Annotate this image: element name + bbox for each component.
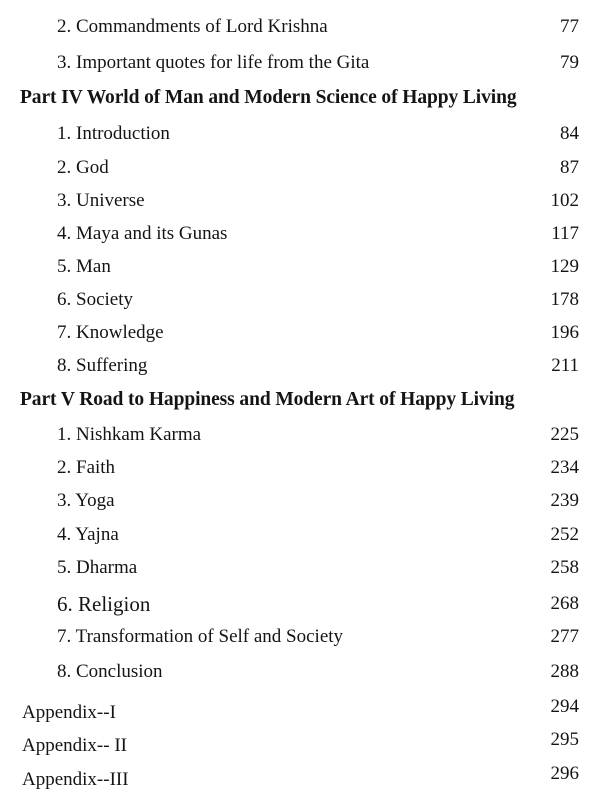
entry-title: 1. Introduction bbox=[57, 123, 170, 144]
toc-entry: 3. Yoga 239 bbox=[0, 486, 600, 516]
page-number: 268 bbox=[550, 593, 580, 614]
entry-title: 5. Dharma bbox=[57, 557, 138, 578]
page-number: 84 bbox=[560, 123, 579, 144]
entry-title: 8. Suffering bbox=[57, 355, 148, 376]
entry-title: 3. Universe bbox=[57, 190, 145, 211]
toc-entry: 4. Yajna 252 bbox=[0, 520, 600, 550]
entry-title: 3. Yoga bbox=[57, 490, 115, 511]
toc-entry: 3. Important quotes for life from the Gi… bbox=[0, 48, 600, 78]
toc-entry: 6. Society 178 bbox=[0, 285, 600, 315]
toc-entry: 7. Transformation of Self and Society 277 bbox=[0, 622, 600, 652]
page-number: 234 bbox=[550, 457, 580, 478]
page-number: 211 bbox=[551, 355, 579, 376]
toc-entry: 8. Suffering 211 bbox=[0, 351, 600, 381]
entry-title: 6. Religion bbox=[57, 592, 151, 616]
page-number: 288 bbox=[550, 661, 580, 682]
entry-title: Part V Road to Happiness and Modern Art … bbox=[20, 389, 515, 410]
entry-title: 2. Commandments of Lord Krishna bbox=[57, 16, 328, 37]
entry-title: 5. Man bbox=[57, 256, 111, 277]
entry-title: Appendix-- II bbox=[22, 735, 127, 756]
toc-entry: 2. Faith 234 bbox=[0, 453, 600, 483]
entry-title: Appendix--I bbox=[22, 702, 116, 723]
toc-entry: 2. Commandments of Lord Krishna 77 bbox=[0, 12, 600, 42]
entry-title: Part IV World of Man and Modern Science … bbox=[20, 87, 517, 108]
entry-title: 3. Important quotes for life from the Gi… bbox=[57, 52, 370, 73]
page-number: 252 bbox=[550, 524, 580, 545]
toc-appendix-entry: Appendix--I 294 bbox=[0, 696, 600, 728]
toc-entry: 5. Dharma 258 bbox=[0, 553, 600, 583]
toc-entry: 3. Universe 102 bbox=[0, 186, 600, 216]
toc-entry: 5. Man 129 bbox=[0, 252, 600, 282]
entry-title: 4. Yajna bbox=[57, 524, 119, 545]
toc-part-heading: Part V Road to Happiness and Modern Art … bbox=[0, 385, 600, 415]
page-number: 77 bbox=[560, 16, 579, 37]
toc-appendix-entry: Appendix--III 296 bbox=[0, 763, 600, 795]
entry-title: 7. Knowledge bbox=[57, 322, 164, 343]
page-number: 196 bbox=[550, 322, 580, 343]
page-number: 295 bbox=[550, 729, 580, 750]
page-number: 79 bbox=[560, 52, 579, 73]
entry-title: Appendix--III bbox=[22, 769, 129, 790]
entry-title: 1. Nishkam Karma bbox=[57, 424, 202, 445]
page-number: 102 bbox=[550, 190, 580, 211]
toc-entry: 7. Knowledge 196 bbox=[0, 318, 600, 348]
page-number: 239 bbox=[550, 490, 580, 511]
entry-title: 2. God bbox=[57, 157, 109, 178]
page-number: 277 bbox=[550, 626, 580, 647]
toc-entry: 4. Maya and its Gunas 117 bbox=[0, 219, 600, 249]
toc-entry: 1. Introduction 84 bbox=[0, 119, 600, 149]
entry-title: 4. Maya and its Gunas bbox=[57, 223, 228, 244]
page-number: 87 bbox=[560, 157, 579, 178]
entry-title: 7. Transformation of Self and Society bbox=[57, 626, 344, 647]
toc-part-heading: Part IV World of Man and Modern Science … bbox=[0, 83, 600, 113]
toc-entry: 1. Nishkam Karma 225 bbox=[0, 420, 600, 450]
page-number: 117 bbox=[551, 223, 579, 244]
toc-entry: 6. Religion 268 bbox=[0, 589, 600, 619]
page-number: 178 bbox=[550, 289, 580, 310]
toc-entry: 8. Conclusion 288 bbox=[0, 657, 600, 687]
page-number: 225 bbox=[550, 424, 580, 445]
toc-entry: 2. God 87 bbox=[0, 153, 600, 183]
page-number: 129 bbox=[550, 256, 580, 277]
entry-title: 2. Faith bbox=[57, 457, 116, 478]
toc-appendix-entry: Appendix-- II 295 bbox=[0, 729, 600, 761]
page-number: 296 bbox=[550, 763, 580, 784]
entry-title: 8. Conclusion bbox=[57, 661, 163, 682]
entry-title: 6. Society bbox=[57, 289, 133, 310]
page-number: 258 bbox=[550, 557, 580, 578]
page-number: 294 bbox=[550, 696, 580, 717]
